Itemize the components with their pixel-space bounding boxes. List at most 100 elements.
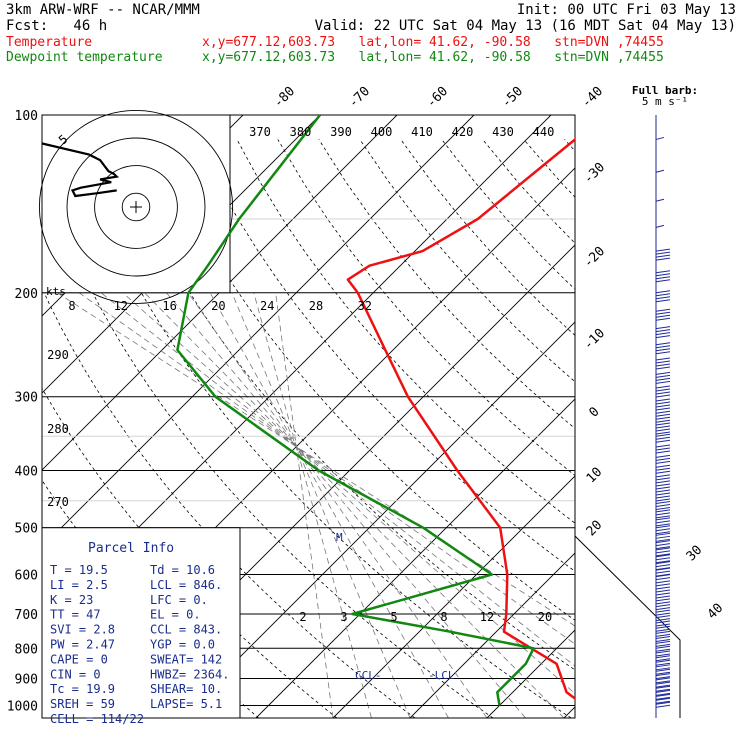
parcel-title: Parcel Info	[88, 541, 174, 556]
wind-barb	[655, 561, 671, 565]
theta-label: 440	[533, 125, 555, 139]
parcel-row-right: CCL = 843.	[150, 623, 222, 637]
dry-adiabat	[728, 139, 740, 718]
isotherm-label: 10	[584, 465, 606, 487]
hodograph-ring	[38, 109, 234, 305]
wind-barb	[655, 450, 671, 454]
wind-barb	[655, 251, 671, 255]
theta-label: 430	[492, 125, 514, 139]
parcel-mark: M	[336, 531, 343, 544]
wind-barb	[655, 601, 671, 605]
dry-adiabat	[154, 139, 575, 621]
isotherm-line	[718, 115, 740, 718]
isotherm-label: 20	[584, 518, 606, 540]
speed-scale-label: 16	[162, 299, 176, 313]
moist-adiabat	[253, 292, 372, 718]
wind-barb	[655, 489, 671, 493]
wind-barb	[655, 609, 671, 613]
pressure-label: 500	[15, 522, 38, 537]
wind-barb	[655, 574, 671, 578]
parcel-row-left: T = 19.5	[50, 563, 108, 577]
wind-barb	[655, 677, 671, 681]
wind-barb	[655, 664, 671, 668]
moist-adiabat	[57, 292, 575, 627]
hodograph-ring	[121, 192, 151, 222]
mixing-ratio-label: 3	[340, 610, 347, 624]
wind-barb	[655, 394, 671, 398]
hodograph-ring	[66, 137, 206, 277]
wind-barb	[655, 612, 671, 616]
wind-barb	[655, 595, 671, 599]
wind-barb	[655, 658, 671, 662]
wind-barb	[655, 673, 671, 677]
temperature-line	[346, 137, 575, 701]
dry-adiabat	[113, 139, 575, 671]
moist-adiabat	[144, 292, 565, 718]
isotherm-label: -10	[581, 326, 608, 353]
wind-barb	[655, 643, 671, 647]
model-title: 3km ARW-WRF -- NCAR/MMM	[6, 2, 200, 18]
wind-barb	[655, 696, 671, 700]
wind-barb	[655, 567, 671, 571]
parcel-row-left: SVI = 2.8	[50, 623, 115, 637]
wind-barb	[655, 618, 671, 622]
wind-barb	[655, 480, 671, 484]
pressure-label: 600	[15, 568, 38, 583]
dry-adiabat	[42, 169, 494, 718]
parcel-row-right: LFC = 0.	[150, 593, 208, 607]
wind-barb	[655, 311, 671, 315]
mixing-ratio-label: 12	[480, 610, 494, 624]
mixing-ratio-label: 8	[440, 610, 447, 624]
isotherm-line	[178, 321, 575, 718]
parcel-row-left: SREH = 59	[50, 697, 115, 711]
wind-barb	[655, 507, 671, 511]
parcel-info-box: Parcel Info T = 19.5 Td = 10.6 LI = 2.5 LCL …	[41, 527, 241, 726]
mixing-ratio-label: 5	[390, 610, 397, 624]
speed-scale-label: 28	[309, 299, 323, 313]
wind-barb	[655, 528, 671, 532]
header: 3km ARW-WRF -- NCAR/MMM Init: 00 UTC Fri…	[0, 0, 740, 70]
wind-barb	[655, 630, 671, 634]
wind-barb	[655, 700, 671, 704]
wind-barb	[655, 416, 671, 420]
wind-barb	[655, 538, 671, 542]
parcel-row-left: K = 23	[50, 593, 93, 607]
dry-adiabat	[564, 139, 575, 152]
wind-barb	[655, 371, 671, 375]
wind-barb	[655, 680, 671, 684]
wind-barb	[655, 525, 671, 529]
wind-barb	[655, 385, 671, 389]
wind-barb	[655, 704, 671, 708]
pressure-label: 800	[15, 642, 38, 657]
dry-adiabat	[318, 139, 575, 429]
wind-barb	[655, 374, 671, 378]
wind-barb	[655, 457, 671, 461]
wind-barb	[655, 401, 671, 405]
speed-scale-label: 20	[211, 299, 225, 313]
wind-barb	[655, 662, 671, 666]
wind-barb	[655, 293, 671, 297]
pressure-label: 200	[15, 287, 38, 302]
theta-label: 390	[330, 125, 352, 139]
wind-barb	[655, 413, 671, 417]
wind-barb	[655, 332, 671, 336]
dry-adiabat	[482, 139, 575, 244]
wind-barb	[655, 360, 671, 364]
wind-barb	[655, 667, 671, 671]
wind-barb	[655, 380, 671, 384]
wind-barb	[655, 546, 671, 550]
wind-barb	[655, 689, 671, 693]
moist-adiabat	[166, 292, 526, 718]
wind-barb	[655, 404, 671, 408]
hodograph-ring	[94, 165, 178, 249]
hodograph: 5	[38, 109, 234, 305]
wind-barb	[655, 517, 671, 521]
isotherm-line	[42, 115, 475, 548]
wind-barb	[655, 345, 671, 349]
forecast-hour: Fcst: 46 h	[6, 18, 108, 34]
wind-barb	[655, 391, 671, 395]
wind-barb	[655, 136, 665, 140]
parcel-row-left: CIN = 0	[50, 667, 101, 681]
theta-label: 400	[371, 125, 393, 139]
wind-barb	[655, 317, 671, 321]
